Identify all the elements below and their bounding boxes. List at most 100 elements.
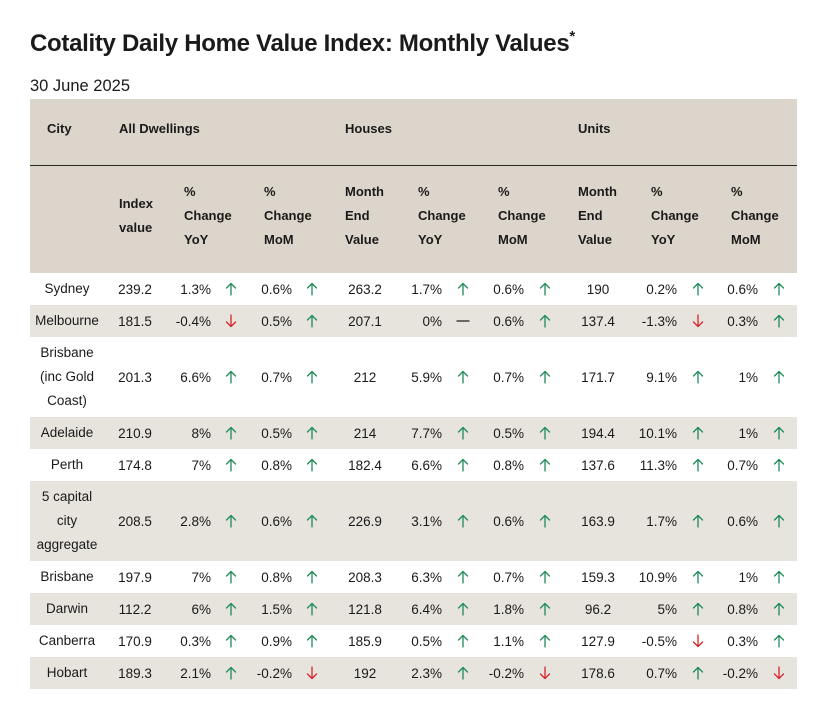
arrow-up-icon bbox=[538, 449, 552, 481]
city-name-line: Hobart bbox=[46, 665, 88, 680]
all-index-cell: 210.9 bbox=[118, 425, 152, 441]
unit-yoy-cell: 11.3% bbox=[639, 457, 677, 473]
arrow-down-icon bbox=[305, 657, 319, 689]
unit-mom-cell: 0.6% bbox=[727, 281, 758, 297]
city-name: 5 capital city aggregate bbox=[30, 481, 104, 561]
unit-yoy-cell: 9.1% bbox=[646, 369, 677, 385]
column-header-line: MoM bbox=[498, 232, 528, 247]
unit-yoy-cell: -1.3% bbox=[641, 313, 677, 329]
unit-value-cell: 137.4 bbox=[581, 313, 615, 329]
unit-yoy-cell: 0.7% bbox=[646, 665, 677, 681]
unit-value-cell: 194.4 bbox=[581, 425, 615, 441]
city-name: Perth bbox=[30, 449, 104, 481]
all-mom-cell: 0.5% bbox=[261, 313, 292, 329]
column-header-line: Change bbox=[498, 208, 546, 223]
table-row: 5 capital city aggregate 208.5 226.9 163.9 2.8… bbox=[30, 481, 797, 561]
house-value-cell: 226.9 bbox=[348, 513, 382, 529]
arrow-up-icon bbox=[538, 561, 552, 593]
house-yoy-cell: 5.9% bbox=[411, 369, 442, 385]
unit-yoy-cell: 1.7% bbox=[646, 513, 677, 529]
all-index-cell: 189.3 bbox=[118, 665, 152, 681]
city-name: Canberra bbox=[30, 625, 104, 657]
house-value-cell: 121.8 bbox=[348, 601, 382, 617]
dash-icon bbox=[456, 305, 470, 337]
arrow-up-icon bbox=[456, 481, 470, 561]
city-name: Adelaide bbox=[30, 417, 104, 449]
arrow-down-icon bbox=[538, 657, 552, 689]
report-date: 30 June 2025 bbox=[30, 77, 131, 95]
all-index-cell: 239.2 bbox=[118, 281, 152, 297]
house-yoy-cell: 6.3% bbox=[411, 569, 442, 585]
arrow-up-icon bbox=[772, 417, 786, 449]
table-row: Hobart 189.3 192 178.6 2.1% -0.2% 2.3% -0.2% 0.7… bbox=[30, 657, 797, 689]
arrow-up-icon bbox=[305, 593, 319, 625]
arrow-down-icon bbox=[224, 305, 238, 337]
house-mom-cell: 0.7% bbox=[493, 569, 524, 585]
home-value-table: City All Dwellings Houses Units Index val… bbox=[30, 99, 797, 689]
house-yoy-cell: 0.5% bbox=[411, 633, 442, 649]
header-group-houses: Houses bbox=[345, 121, 392, 136]
arrow-up-icon bbox=[224, 449, 238, 481]
unit-yoy-cell: -0.5% bbox=[641, 633, 677, 649]
column-header-line: % bbox=[498, 184, 510, 199]
column-header-line: Value bbox=[345, 232, 379, 247]
arrow-up-icon bbox=[772, 481, 786, 561]
city-name: Darwin bbox=[30, 593, 104, 625]
house-yoy-cell: 2.3% bbox=[411, 665, 442, 681]
arrow-up-icon bbox=[456, 593, 470, 625]
arrow-up-icon bbox=[224, 273, 238, 305]
column-header: Month End Value bbox=[345, 180, 384, 252]
city-name-line: Darwin bbox=[45, 601, 88, 616]
house-mom-cell: 0.8% bbox=[493, 457, 524, 473]
arrow-up-icon bbox=[305, 561, 319, 593]
title-text: Cotality Daily Home Value Index: Monthly… bbox=[30, 30, 570, 57]
arrow-up-icon bbox=[538, 305, 552, 337]
all-mom-cell: -0.2% bbox=[256, 665, 292, 681]
unit-mom-cell: 0.3% bbox=[727, 633, 758, 649]
arrow-up-icon bbox=[772, 561, 786, 593]
all-index-cell: 174.8 bbox=[118, 457, 152, 473]
all-mom-cell: 0.9% bbox=[261, 633, 292, 649]
column-header-line: Change bbox=[418, 208, 466, 223]
arrow-up-icon bbox=[772, 273, 786, 305]
arrow-up-icon bbox=[224, 417, 238, 449]
column-header-line: % bbox=[731, 184, 743, 199]
all-yoy-cell: 7% bbox=[191, 457, 211, 473]
arrow-up-icon bbox=[305, 417, 319, 449]
unit-mom-cell: 0.6% bbox=[727, 513, 758, 529]
arrow-up-icon bbox=[305, 449, 319, 481]
all-mom-cell: 1.5% bbox=[261, 601, 292, 617]
arrow-up-icon bbox=[691, 657, 705, 689]
all-index-cell: 208.5 bbox=[118, 513, 152, 529]
unit-value-cell: 159.3 bbox=[581, 569, 615, 585]
city-name-line: 5 capital bbox=[41, 489, 93, 504]
column-header: % Change YoY bbox=[651, 180, 699, 252]
unit-mom-cell: 1% bbox=[738, 425, 758, 441]
city-name-line: Melbourne bbox=[35, 313, 99, 328]
arrow-up-icon bbox=[456, 273, 470, 305]
all-yoy-cell: 2.8% bbox=[180, 513, 211, 529]
city-name: Sydney bbox=[30, 273, 104, 305]
table-row: Melbourne 181.5 207.1 137.4 -0.4% 0.5% 0% 0.6% -… bbox=[30, 305, 797, 337]
unit-value-cell: 190 bbox=[586, 281, 610, 297]
column-header: % Change MoM bbox=[264, 180, 312, 252]
arrow-up-icon bbox=[691, 593, 705, 625]
house-mom-cell: 0.5% bbox=[493, 425, 524, 441]
column-header-line: YoY bbox=[184, 232, 209, 247]
house-value-cell: 182.4 bbox=[348, 457, 382, 473]
all-mom-cell: 0.6% bbox=[261, 281, 292, 297]
arrow-up-icon bbox=[772, 449, 786, 481]
city-name: Melbourne bbox=[30, 305, 104, 337]
arrow-up-icon bbox=[456, 657, 470, 689]
arrow-up-icon bbox=[305, 337, 319, 417]
all-mom-cell: 0.8% bbox=[261, 569, 292, 585]
table-row: Canberra 170.9 185.9 127.9 0.3% 0.9% 0.5% 1.1% -… bbox=[30, 625, 797, 657]
city-name-line: Coast) bbox=[47, 393, 87, 408]
arrow-up-icon bbox=[538, 625, 552, 657]
arrow-up-icon bbox=[691, 481, 705, 561]
city-name-line: city bbox=[56, 513, 78, 528]
arrow-up-icon bbox=[456, 625, 470, 657]
arrow-up-icon bbox=[772, 337, 786, 417]
arrow-up-icon bbox=[538, 481, 552, 561]
all-index-cell: 181.5 bbox=[118, 313, 152, 329]
